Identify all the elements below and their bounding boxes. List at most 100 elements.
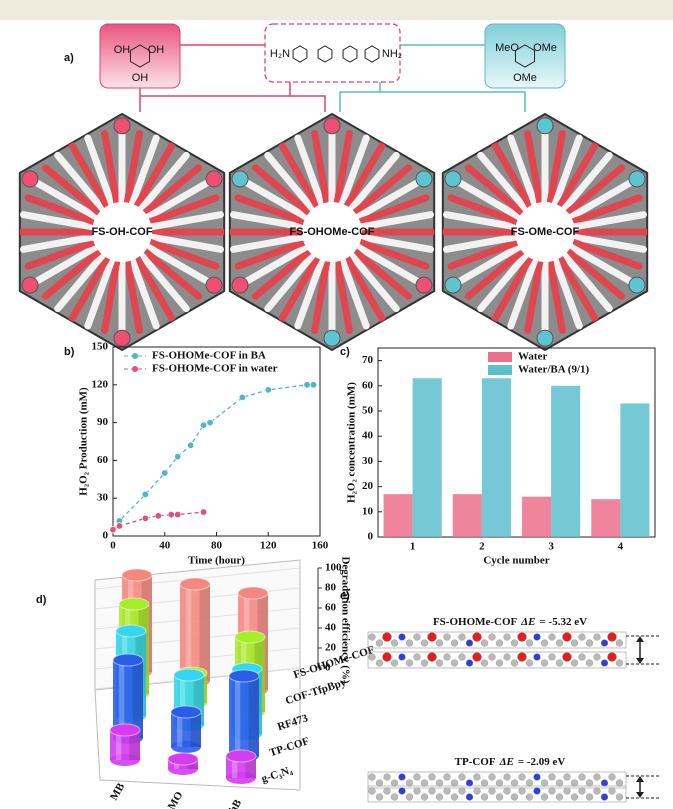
atom <box>369 788 376 795</box>
y-tick-label: 0 <box>368 531 374 543</box>
atom <box>474 774 481 781</box>
atom <box>466 640 473 647</box>
atom <box>563 633 572 642</box>
atom <box>579 634 586 641</box>
panel-b: 030609012015004080120160Time (hour)H₂O₂ … <box>78 341 329 567</box>
atom <box>504 634 511 641</box>
atom <box>541 660 548 667</box>
cof-node <box>416 277 432 293</box>
atom <box>518 653 527 662</box>
cylinder <box>226 750 256 784</box>
atom <box>399 788 406 795</box>
atom <box>541 780 548 787</box>
cylinder-top <box>238 587 268 599</box>
atom <box>594 634 601 641</box>
data-point <box>200 422 206 428</box>
bar <box>522 497 551 537</box>
atom <box>444 634 451 641</box>
data-point <box>207 419 213 425</box>
atom <box>526 794 533 801</box>
atom <box>369 654 376 661</box>
atom <box>481 640 488 647</box>
cylinder <box>168 753 198 775</box>
atom <box>459 774 466 781</box>
cylinder-top <box>171 706 201 718</box>
cylinder-shade <box>200 584 211 681</box>
legend-label: Water <box>518 351 547 363</box>
top-band <box>0 0 673 20</box>
panel-label: c) <box>340 346 350 358</box>
legend-label: FS-OHOMe-COF in water <box>152 363 278 375</box>
energy-value: = -5.32 eV <box>540 616 588 628</box>
panel-label: d) <box>36 594 47 606</box>
atom <box>428 633 437 642</box>
x-tick-label: 40 <box>159 540 171 552</box>
y-tick-label: 30 <box>97 492 109 504</box>
bar <box>591 499 620 537</box>
cof-node <box>232 171 248 187</box>
x-tick-label: 2 <box>479 541 485 553</box>
cylinder-shine <box>235 676 240 756</box>
monomer-label: OMe <box>533 42 557 54</box>
atom <box>594 654 601 661</box>
atom <box>601 780 608 787</box>
legend-swatch <box>488 352 512 362</box>
atom <box>616 780 623 787</box>
energy-name: FS-OHOMe-COF <box>433 616 518 628</box>
cof-node <box>206 277 222 293</box>
cylinder-top <box>226 750 256 762</box>
y-tick-label: 60 <box>362 379 374 391</box>
x-tick-label: 3 <box>548 541 554 553</box>
atom <box>406 640 413 647</box>
atom <box>616 660 623 667</box>
atom <box>496 640 503 647</box>
atom <box>436 660 443 667</box>
z-tick-label: 20 <box>325 642 337 654</box>
legend-marker <box>132 366 138 372</box>
monomer-label: OH <box>114 44 131 56</box>
y-axis-label: H₂O₂ concentration (mM) <box>346 382 358 503</box>
monomer-label: OMe <box>513 72 537 84</box>
atom <box>399 634 406 641</box>
panel-label: a) <box>64 52 74 64</box>
atom <box>489 774 496 781</box>
cylinder-shine <box>186 584 191 681</box>
atom <box>376 640 383 647</box>
atom <box>421 794 428 801</box>
atom <box>459 634 466 641</box>
energy-title: TP-COFΔE= -2.09 eV <box>455 756 566 768</box>
atom <box>391 780 398 787</box>
monomer-label: NH₂ <box>382 48 402 60</box>
arrow-head <box>636 776 644 782</box>
atom <box>399 774 406 781</box>
atom <box>511 660 518 667</box>
cylinder <box>229 670 259 762</box>
y-tick-label: 30 <box>362 455 374 467</box>
monomer-label: OH <box>148 44 165 56</box>
cylinder-shade <box>249 676 260 756</box>
data-point <box>265 387 271 393</box>
x-tick-label: 4 <box>618 541 624 553</box>
atom <box>601 640 608 647</box>
energy-value: = -2.09 eV <box>518 756 566 768</box>
atom <box>421 660 428 667</box>
atom <box>466 780 473 787</box>
atom <box>511 640 518 647</box>
atom <box>428 653 437 662</box>
atom <box>571 640 578 647</box>
atom <box>421 780 428 787</box>
atom <box>474 788 481 795</box>
energy-title: FS-OHOMe-COFΔE= -5.32 eV <box>433 616 587 628</box>
data-point <box>168 511 174 517</box>
atom <box>526 640 533 647</box>
arrow-head <box>636 636 644 642</box>
atom <box>549 774 556 781</box>
cof-name: FS-OHOMe-COF <box>290 226 375 238</box>
atom <box>489 788 496 795</box>
cof-node <box>537 330 553 346</box>
bar <box>620 403 649 537</box>
atom <box>496 660 503 667</box>
atom <box>601 794 608 801</box>
monomer-label: MeO <box>495 42 519 54</box>
category-label: MB <box>108 781 128 803</box>
